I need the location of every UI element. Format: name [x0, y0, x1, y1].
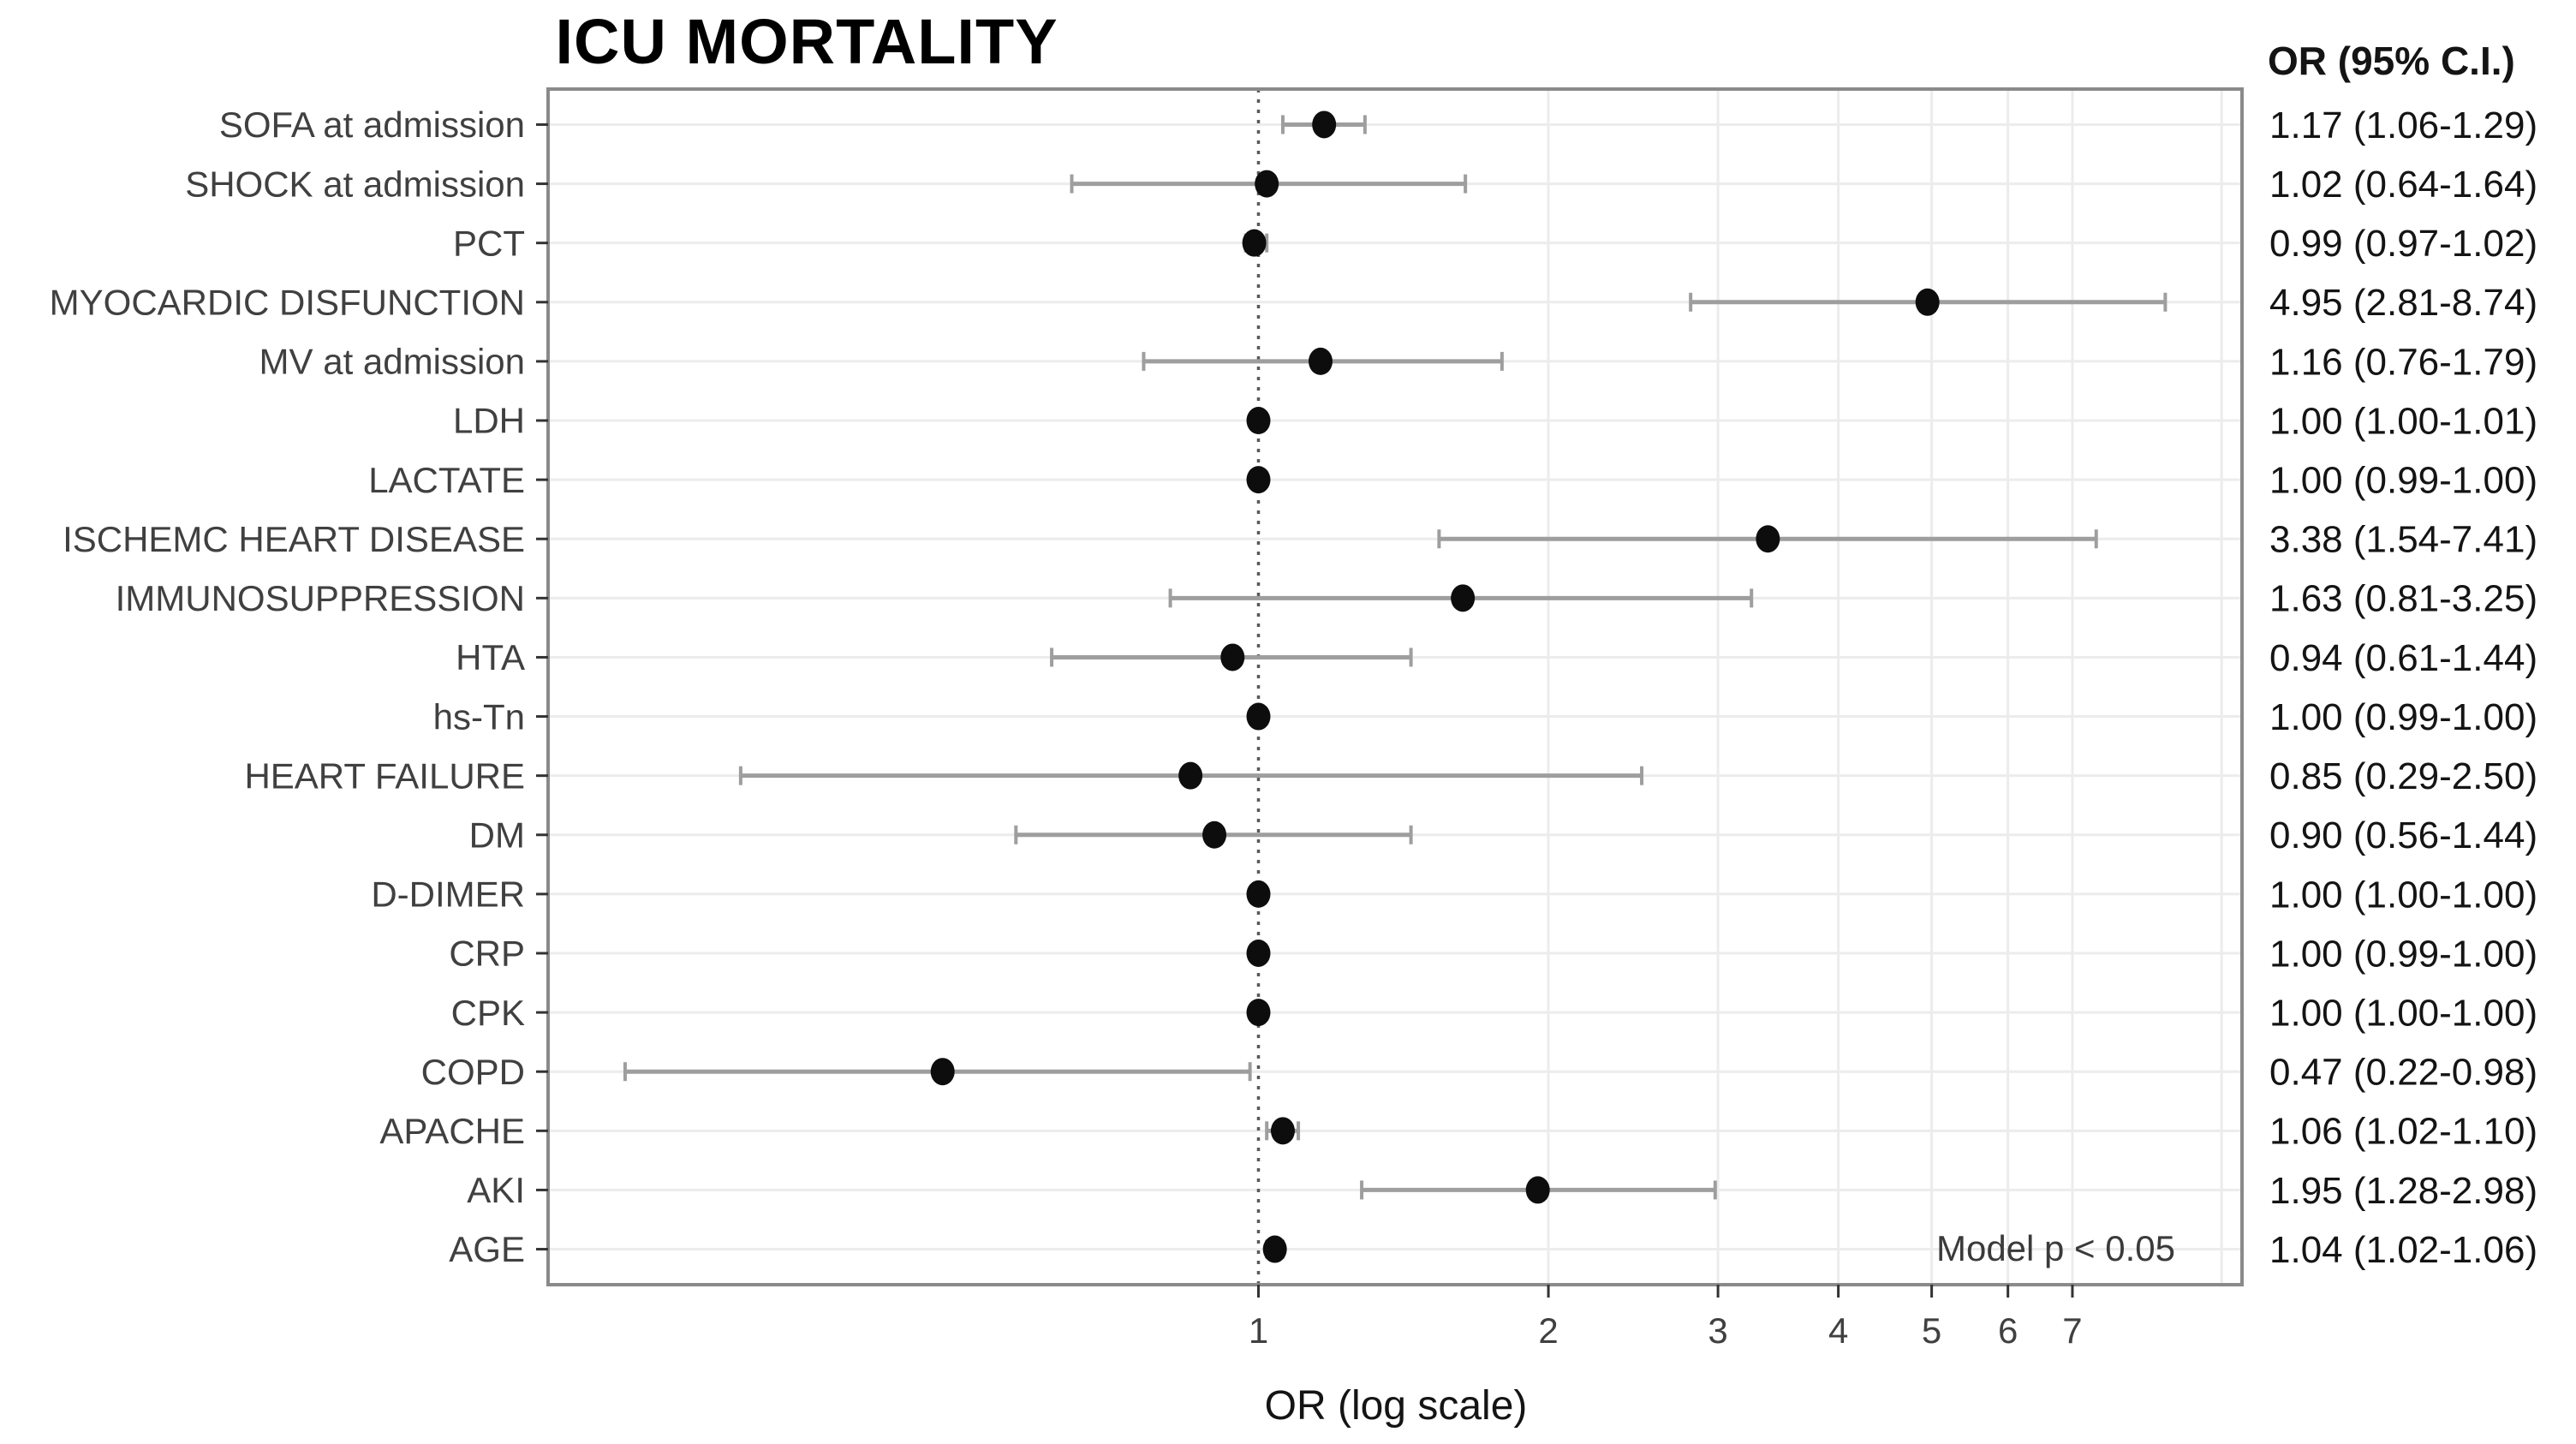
row-label: SHOCK at admission	[185, 164, 525, 204]
row-label: MYOCARDIC DISFUNCTION	[50, 282, 525, 322]
point-marker	[1308, 347, 1333, 375]
point-marker	[1525, 1176, 1550, 1204]
or-value: 1.00 (1.00-1.01)	[2269, 400, 2537, 442]
point-marker	[1202, 820, 1227, 849]
or-value: 0.85 (0.29-2.50)	[2269, 755, 2537, 797]
point-marker	[1246, 407, 1271, 435]
point-marker	[1312, 110, 1337, 139]
or-value: 1.63 (0.81-3.25)	[2269, 578, 2537, 620]
x-tick-label: 2	[1538, 1310, 1558, 1351]
point-marker	[1246, 939, 1271, 967]
row-label: SOFA at admission	[219, 104, 525, 145]
point-marker	[1270, 1117, 1295, 1145]
or-value: 1.04 (1.02-1.06)	[2269, 1229, 2537, 1271]
row-label: CPK	[451, 993, 525, 1033]
or-value: 1.06 (1.02-1.10)	[2269, 1111, 2537, 1153]
point-marker	[1246, 880, 1271, 908]
point-marker	[930, 1058, 955, 1086]
or-value: 1.02 (0.64-1.64)	[2269, 164, 2537, 206]
or-value: 3.38 (1.54-7.41)	[2269, 519, 2537, 561]
row-label: COPD	[421, 1052, 525, 1092]
x-tick-label: 5	[1922, 1310, 1941, 1351]
or-value: 1.17 (1.06-1.29)	[2269, 104, 2537, 146]
or-value: 1.00 (0.99-1.00)	[2269, 933, 2537, 975]
or-value: 1.00 (1.00-1.00)	[2269, 874, 2537, 916]
or-value: 0.94 (0.61-1.44)	[2269, 637, 2537, 679]
point-marker	[1178, 761, 1203, 790]
or-value: 0.47 (0.22-0.98)	[2269, 1052, 2537, 1094]
point-marker	[1242, 229, 1267, 257]
point-marker	[1915, 288, 1940, 316]
row-label: AKI	[467, 1170, 525, 1210]
row-label: HEART FAILURE	[244, 755, 525, 796]
or-value: 0.99 (0.97-1.02)	[2269, 223, 2537, 265]
row-label: LACTATE	[368, 460, 525, 500]
row-label: MV at admission	[259, 342, 525, 382]
or-value: 1.00 (0.99-1.00)	[2269, 696, 2537, 738]
row-label: PCT	[453, 223, 525, 263]
x-tick-label: 3	[1708, 1310, 1727, 1351]
row-label: AGE	[449, 1229, 525, 1269]
x-tick-label: 4	[1828, 1310, 1848, 1351]
panel-border	[546, 87, 2244, 1286]
row-label: DM	[469, 814, 525, 855]
x-axis-label: OR (log scale)	[1264, 1383, 1528, 1429]
x-tick-label: 6	[1998, 1310, 2018, 1351]
point-marker	[1255, 170, 1279, 198]
model-p-annotation: Model p < 0.05	[1935, 1228, 2175, 1268]
or-column-header: OR (95% C.I.)	[2268, 39, 2515, 83]
or-value: 0.90 (0.56-1.44)	[2269, 814, 2537, 856]
or-value: 1.00 (1.00-1.00)	[2269, 992, 2537, 1034]
row-label: ISCHEMC HEART DISEASE	[63, 519, 525, 559]
or-value: 1.00 (0.99-1.00)	[2269, 460, 2537, 502]
point-marker	[1262, 1235, 1287, 1263]
row-label: HTA	[456, 637, 525, 677]
point-marker	[1220, 643, 1245, 671]
row-label: D-DIMER	[371, 874, 525, 915]
or-value: 1.16 (0.76-1.79)	[2269, 341, 2537, 383]
x-tick-label: 1	[1249, 1310, 1268, 1351]
row-label: LDH	[453, 401, 525, 441]
row-label: hs-Tn	[433, 696, 525, 737]
chart-title: ICU MORTALITY	[555, 6, 1058, 77]
point-marker	[1451, 584, 1476, 612]
row-label: IMMUNOSUPPRESSION	[116, 578, 525, 618]
point-marker	[1246, 466, 1271, 494]
or-value: 1.95 (1.28-2.98)	[2269, 1170, 2537, 1212]
plot-panel	[548, 89, 2242, 1285]
x-tick-label: 7	[2062, 1310, 2082, 1351]
or-value: 4.95 (2.81-8.74)	[2269, 282, 2537, 324]
row-label: CRP	[449, 934, 525, 974]
point-marker	[1756, 525, 1780, 553]
point-marker	[1246, 702, 1271, 731]
point-marker	[1246, 999, 1271, 1027]
row-label: APACHE	[379, 1111, 525, 1151]
